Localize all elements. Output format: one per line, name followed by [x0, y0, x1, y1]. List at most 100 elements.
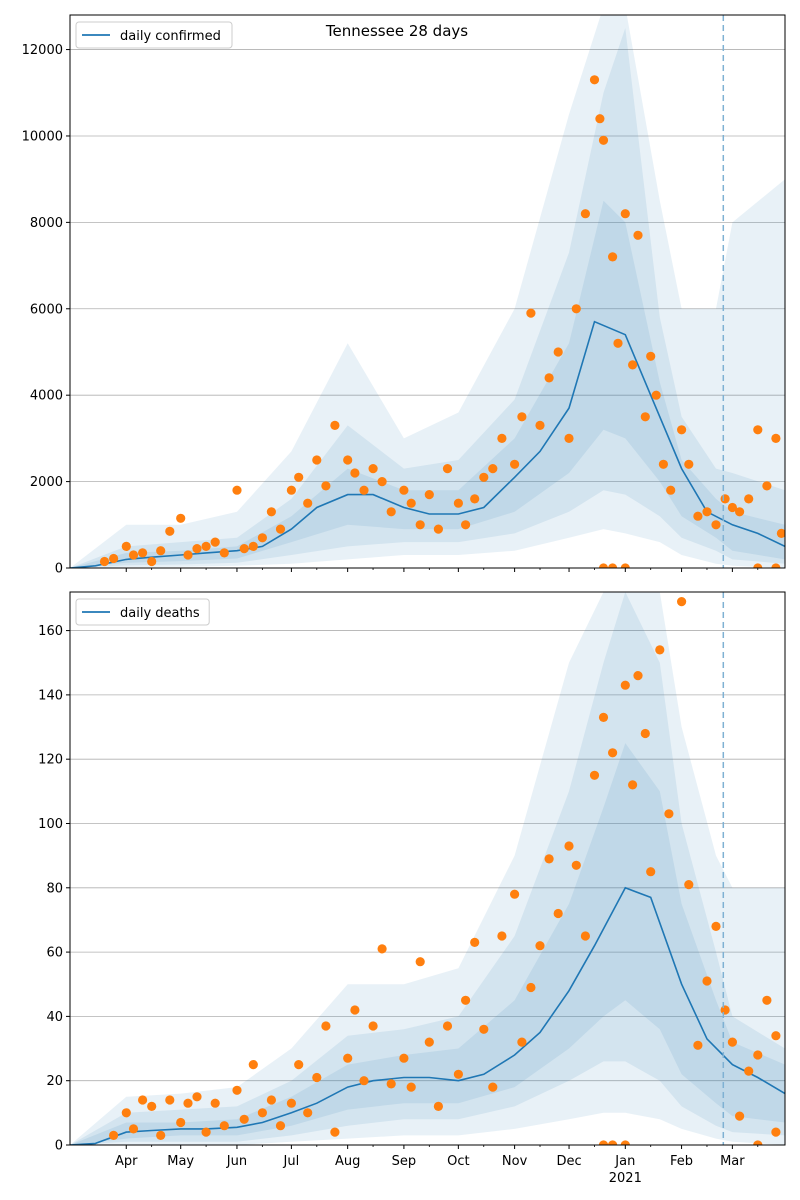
panel-confirmed: 0 2000 4000 6000 8000 10000 12000 daily confirm…	[22, 14, 786, 577]
data-point-76	[620, 1140, 630, 1145]
data-point-17	[266, 1095, 276, 1105]
data-point-2	[121, 541, 131, 552]
data-point-38	[461, 995, 471, 1005]
data-point-25	[330, 420, 340, 430]
data-point-19	[275, 524, 286, 534]
data-point-6	[156, 546, 166, 556]
data-point-5	[147, 556, 157, 567]
data-point-73	[771, 1031, 781, 1041]
y-tick-label-1: 20	[46, 1074, 63, 1089]
data-point-30	[377, 477, 387, 487]
data-point-66	[711, 921, 721, 932]
data-point-29	[368, 464, 378, 474]
data-point-19	[286, 1098, 296, 1108]
data-point-8	[183, 1098, 193, 1108]
data-point-58	[620, 209, 630, 219]
data-point-12	[210, 537, 220, 547]
data-point-52	[580, 209, 591, 219]
data-point-35	[424, 490, 434, 500]
data-point-33	[406, 498, 416, 508]
data-point-74	[744, 494, 754, 504]
uncertainty-band-2	[70, 743, 785, 1145]
data-point-20	[286, 485, 296, 495]
data-point-45	[517, 412, 527, 422]
data-point-61	[664, 809, 674, 819]
data-point-44	[509, 459, 520, 469]
x-tick-label-7: Nov	[502, 1154, 528, 1169]
data-point-45	[526, 982, 536, 993]
data-point-26	[350, 1005, 360, 1015]
data-point-5	[156, 1130, 166, 1140]
y-tick-label-0: 0	[55, 1139, 63, 1154]
legend-box	[75, 21, 233, 49]
x-tick-label-6: Oct	[447, 1154, 469, 1169]
x-tick-label-2: Jun	[226, 1154, 247, 1169]
chart-title: Tennessee 28 days	[325, 22, 468, 40]
data-point-59	[628, 360, 638, 370]
data-point-31	[399, 1053, 409, 1063]
legend: daily deaths	[75, 598, 210, 626]
y-tick-label-1: 2000	[30, 475, 63, 490]
data-point-67	[684, 459, 694, 469]
y-tick-label-3: 6000	[30, 302, 63, 317]
y-tick-label-0: 0	[55, 562, 63, 577]
data-point-43	[497, 433, 507, 443]
uncertainty-band-1	[70, 592, 785, 1145]
y-tick-label-4: 80	[46, 881, 63, 896]
x-tick-label-4: Aug	[335, 1154, 360, 1169]
data-point-10	[192, 544, 202, 554]
data-point-22	[303, 498, 313, 508]
data-point-50	[571, 860, 581, 870]
data-point-11	[201, 541, 211, 552]
data-point-82	[753, 563, 763, 568]
data-point-59	[646, 867, 656, 877]
data-point-42	[497, 931, 507, 941]
data-point-63	[651, 390, 661, 400]
y-tick-label-2: 40	[46, 1010, 63, 1025]
x-tick-label-8: Dec	[556, 1154, 581, 1169]
data-point-25	[343, 1053, 353, 1063]
data-point-13	[232, 1085, 242, 1095]
data-point-35	[433, 1101, 443, 1111]
data-point-40	[470, 494, 480, 504]
data-point-1	[121, 1108, 131, 1118]
legend-label: daily deaths	[120, 606, 200, 621]
x-tick-label-3: Jul	[283, 1154, 300, 1169]
data-point-73	[735, 507, 745, 517]
data-point-54	[595, 114, 605, 124]
data-point-55	[598, 135, 609, 145]
data-point-56	[608, 252, 618, 262]
data-point-4	[138, 548, 148, 558]
data-point-75	[753, 425, 763, 435]
y-tick-label-4: 8000	[30, 216, 63, 231]
y-tick-label-5: 100	[38, 817, 63, 832]
x-tick-label-11: Mar	[720, 1154, 745, 1169]
uncertainty-band-0	[70, 15, 785, 568]
x-tick-label-5: Sep	[392, 1154, 417, 1169]
data-point-10	[201, 1127, 211, 1137]
data-point-26	[343, 455, 353, 465]
data-point-50	[564, 433, 574, 443]
uncertainty-band-2	[70, 200, 785, 568]
data-point-78	[771, 1127, 781, 1137]
data-point-15	[239, 544, 249, 554]
data-point-71	[720, 494, 730, 504]
data-point-79	[598, 563, 609, 568]
data-point-69	[702, 507, 712, 517]
x-tick-label-1: May	[167, 1154, 194, 1169]
data-point-41	[479, 472, 489, 482]
data-point-39	[461, 520, 471, 530]
data-point-44	[517, 1037, 527, 1047]
plot-area	[70, 15, 785, 568]
data-point-78	[776, 528, 785, 538]
legend-label: daily confirmed	[120, 29, 221, 44]
uncertainty-band-0	[70, 592, 785, 1145]
y-tick-label-5: 10000	[22, 129, 63, 144]
data-point-49	[553, 347, 563, 357]
y-tick-label-7: 140	[38, 688, 63, 703]
data-point-58	[640, 728, 650, 739]
data-point-30	[386, 1079, 396, 1089]
data-point-16	[257, 1108, 267, 1118]
data-point-71	[753, 1050, 763, 1060]
